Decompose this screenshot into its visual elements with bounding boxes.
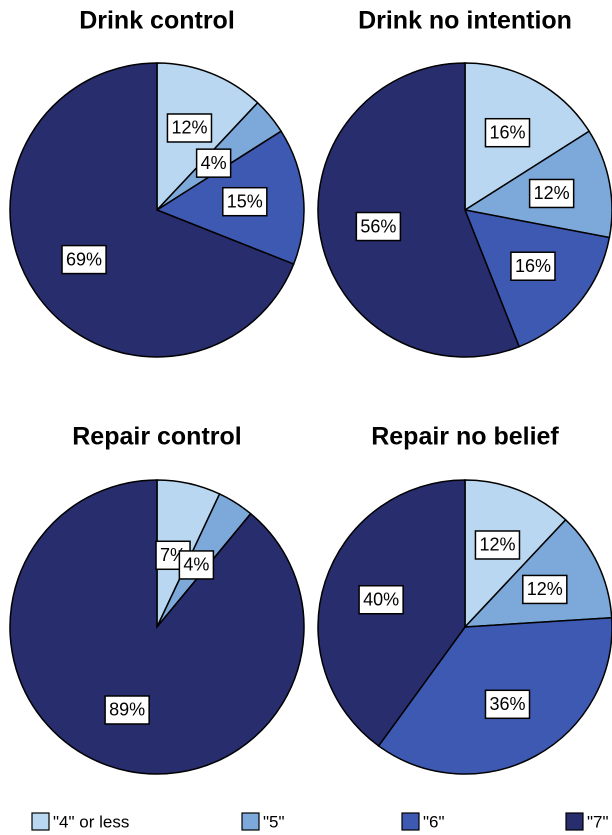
data-label-text: 12%	[171, 118, 207, 138]
legend-label: "7"	[587, 812, 609, 831]
data-label: 15%	[222, 186, 268, 217]
chart-title: Repair control	[72, 423, 241, 451]
legend-label: "6"	[423, 812, 445, 831]
data-label: 69%	[61, 244, 107, 275]
legend-swatch	[401, 812, 420, 831]
data-label: 36%	[484, 689, 531, 720]
data-label-box	[355, 211, 402, 242]
data-label: 4%	[178, 550, 215, 580]
data-label-text: 69%	[66, 249, 102, 269]
legend-swatch	[241, 812, 260, 831]
data-label: 16%	[510, 251, 556, 281]
data-label-text: 16%	[515, 256, 551, 276]
data-label-text: 56%	[360, 216, 396, 236]
data-label-box	[222, 186, 268, 217]
data-label-text: 40%	[363, 589, 399, 609]
data-label: 4%	[195, 148, 232, 178]
pie-slice	[9, 62, 295, 358]
data-label-box	[104, 695, 150, 725]
data-label-text: 89%	[109, 700, 145, 720]
pie-slice	[9, 479, 305, 775]
legend-swatch	[31, 812, 50, 831]
data-label-text: 12%	[527, 579, 563, 599]
data-label: 56%	[355, 211, 402, 242]
data-label-text: 12%	[479, 535, 515, 555]
data-label-box	[61, 244, 107, 275]
data-label-box	[166, 113, 213, 143]
legend-label: "4" or less	[53, 812, 129, 831]
data-label-box	[358, 584, 404, 615]
data-label-box	[484, 689, 531, 720]
data-label-text: 36%	[489, 694, 525, 714]
data-label: 89%	[104, 695, 150, 725]
data-label-text: 4%	[201, 153, 227, 173]
data-label: 12%	[528, 178, 575, 209]
data-label-text: 15%	[227, 191, 263, 211]
data-label-box	[195, 148, 232, 178]
data-label-text: 4%	[183, 555, 209, 575]
chart-title: Repair no belief	[371, 423, 559, 451]
pie-slice	[463, 518, 612, 628]
data-label-box	[178, 550, 215, 580]
data-label: 12%	[474, 530, 521, 560]
legend-label: "5"	[263, 812, 285, 831]
legend-swatch	[565, 812, 584, 831]
data-label-box	[528, 178, 575, 209]
data-label: 12%	[166, 113, 213, 143]
data-label-box	[510, 251, 556, 281]
data-label-text: 12%	[534, 183, 570, 203]
data-label: 12%	[522, 574, 568, 605]
data-label-box	[474, 530, 521, 560]
data-label-box	[522, 574, 568, 605]
chart-title: Drink control	[79, 7, 235, 35]
data-label: 40%	[358, 584, 404, 615]
pie-slice	[317, 62, 521, 358]
data-label-box	[484, 117, 531, 148]
data-label-text: 16%	[489, 122, 525, 142]
chart-title: Drink no intention	[358, 7, 572, 35]
data-label: 16%	[484, 117, 531, 148]
